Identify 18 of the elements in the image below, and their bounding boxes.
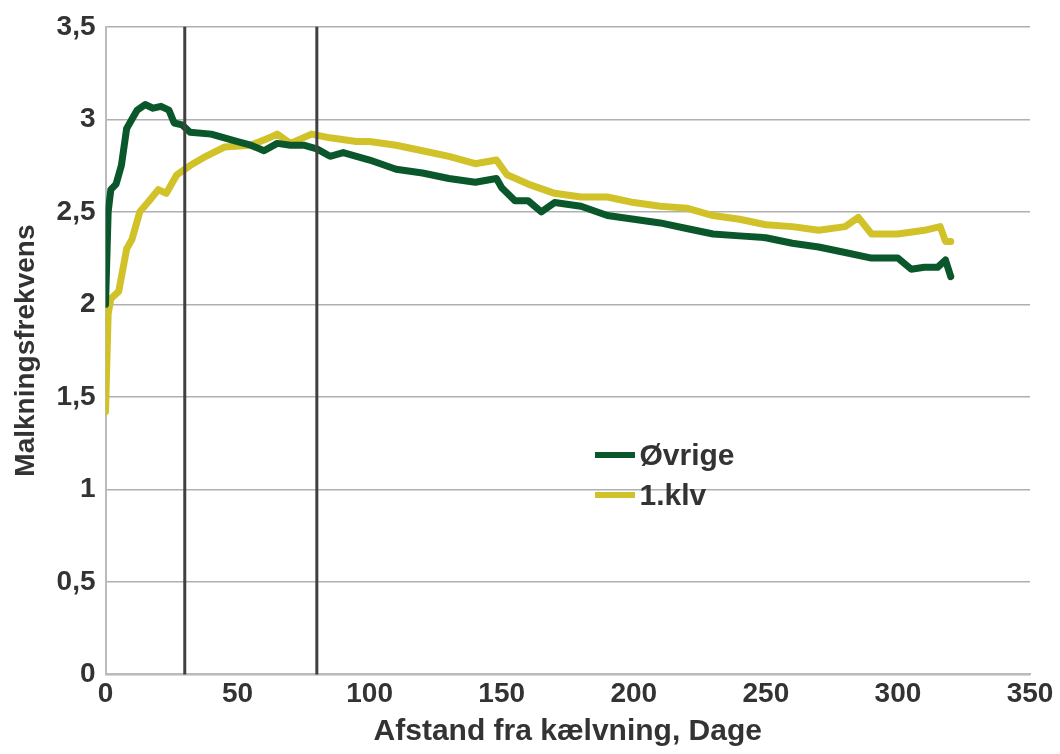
y-tick-label: 3 (79, 102, 96, 134)
legend-label: Øvrige (639, 437, 735, 472)
legend-label: 1.klv (639, 477, 707, 512)
y-tick-label: 2,5 (56, 194, 96, 226)
x-tick-label: 200 (610, 676, 658, 708)
y-axis-title: Malkningsfrekvens (8, 224, 40, 477)
y-tick-label: 1,5 (56, 379, 96, 411)
y-tick-label: 2 (79, 287, 96, 319)
y-tick-label: 3,5 (56, 9, 96, 41)
x-tick-label: 300 (874, 676, 922, 708)
y-tick-label: 1 (79, 472, 96, 504)
y-tick-label: 0,5 (56, 564, 96, 596)
x-tick-label: 250 (742, 676, 790, 708)
x-tick-label: 350 (1006, 676, 1054, 708)
x-tick-label: 50 (222, 676, 254, 708)
x-axis-title: Afstand fra kælvning, Dage (373, 713, 762, 747)
x-tick-label: 100 (346, 676, 394, 708)
x-tick-label: 150 (478, 676, 526, 708)
